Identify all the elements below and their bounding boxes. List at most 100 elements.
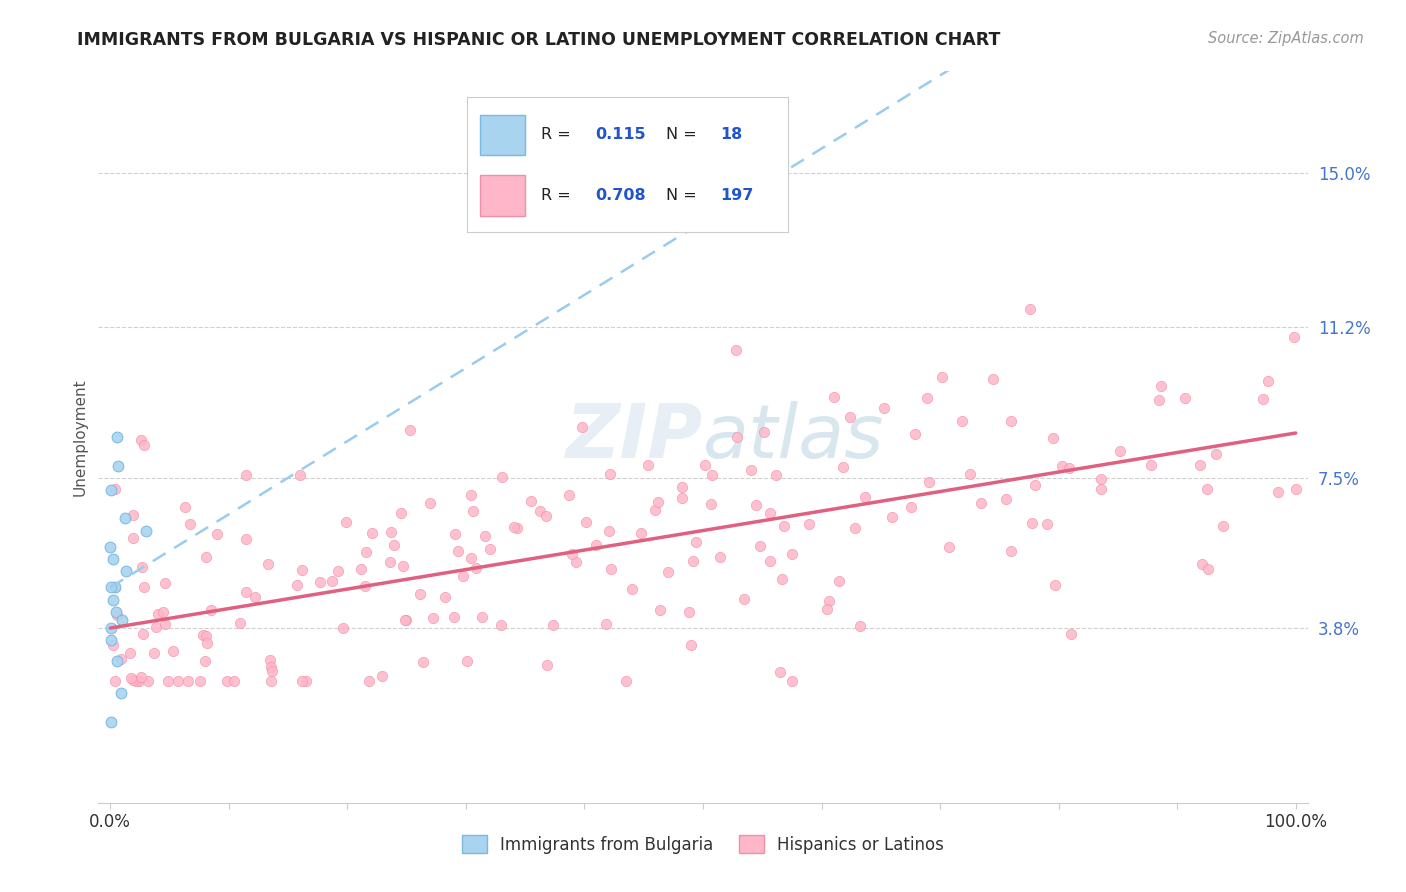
Point [145, 620, 167, 634]
Point [900, 500, 922, 515]
Point [848, 619, 870, 633]
Point [162, 644, 184, 658]
Point [131, 434, 153, 448]
Point [256, 557, 278, 571]
Point [598, 524, 620, 538]
Point [748, 539, 770, 553]
Point [491, 470, 513, 484]
Point [725, 343, 748, 357]
Point [818, 594, 841, 608]
Point [464, 561, 486, 575]
Point [561, 547, 583, 561]
Point [599, 467, 621, 482]
Point [200, 603, 222, 617]
Point [780, 673, 803, 688]
Point [1251, 392, 1274, 406]
Point [443, 610, 465, 624]
Point [326, 564, 349, 578]
Point [759, 506, 782, 520]
Point [350, 562, 373, 576]
Point [447, 544, 470, 558]
Point [288, 467, 311, 482]
Point [107, 458, 129, 473]
Point [1052, 458, 1074, 473]
Point [104, 581, 127, 595]
Point [1174, 391, 1197, 405]
Point [1090, 482, 1112, 496]
Point [1036, 517, 1059, 532]
Point [132, 438, 155, 452]
Point [700, 497, 723, 511]
Point [285, 578, 308, 592]
Point [648, 603, 671, 617]
Point [1147, 392, 1170, 407]
Point [121, 531, 143, 545]
Point [195, 549, 218, 564]
Point [1212, 519, 1234, 533]
Point [132, 580, 155, 594]
Y-axis label: Unemployment: Unemployment [72, 378, 87, 496]
Point [122, 508, 145, 523]
Point [637, 458, 659, 472]
Point [110, 651, 132, 665]
Point [471, 610, 494, 624]
Point [614, 673, 637, 688]
Point [107, 608, 129, 623]
Point [595, 617, 617, 632]
Point [838, 409, 860, 424]
Point [118, 646, 141, 660]
Point [100, 621, 122, 635]
Point [873, 401, 896, 415]
Point [142, 646, 165, 660]
Point [380, 555, 402, 569]
Point [291, 563, 314, 577]
Point [827, 574, 849, 589]
Point [111, 613, 134, 627]
Point [260, 659, 283, 673]
Point [770, 572, 793, 586]
Point [725, 430, 748, 444]
Point [235, 532, 257, 546]
Point [456, 654, 478, 668]
Point [335, 515, 357, 529]
Point [125, 673, 148, 688]
Point [844, 520, 866, 534]
Point [1060, 626, 1083, 640]
Point [759, 553, 782, 567]
Point [1197, 561, 1219, 575]
Point [190, 673, 212, 688]
Point [647, 495, 669, 509]
Point [536, 509, 558, 524]
Point [321, 574, 343, 589]
Point [950, 414, 973, 428]
Point [621, 582, 644, 596]
Point [128, 673, 150, 688]
Point [389, 506, 412, 520]
Point [105, 654, 128, 668]
Point [153, 575, 176, 590]
Point [412, 655, 434, 669]
Point [489, 618, 512, 632]
Point [131, 559, 153, 574]
Point [1043, 578, 1066, 592]
Point [153, 616, 176, 631]
Point [1139, 458, 1161, 472]
Point [780, 547, 803, 561]
Point [772, 519, 794, 533]
Point [693, 458, 716, 472]
Point [451, 569, 474, 583]
Point [104, 605, 127, 619]
Point [205, 527, 228, 541]
Point [709, 550, 731, 565]
Point [574, 515, 596, 529]
Point [132, 627, 155, 641]
Point [121, 673, 143, 687]
Point [882, 509, 904, 524]
Point [571, 420, 593, 434]
Point [443, 527, 465, 541]
Point [104, 673, 127, 688]
Point [100, 581, 122, 595]
Point [243, 591, 266, 605]
Point [136, 673, 159, 688]
Point [970, 496, 993, 510]
